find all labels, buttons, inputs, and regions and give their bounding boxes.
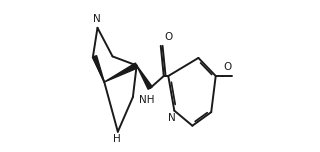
Text: N: N xyxy=(93,14,101,24)
Text: N: N xyxy=(168,113,176,123)
Text: NH: NH xyxy=(140,95,155,105)
Polygon shape xyxy=(104,63,138,82)
Polygon shape xyxy=(92,56,104,82)
Text: H: H xyxy=(113,134,121,144)
Text: O: O xyxy=(164,32,172,42)
Polygon shape xyxy=(137,66,152,89)
Text: O: O xyxy=(223,62,231,72)
